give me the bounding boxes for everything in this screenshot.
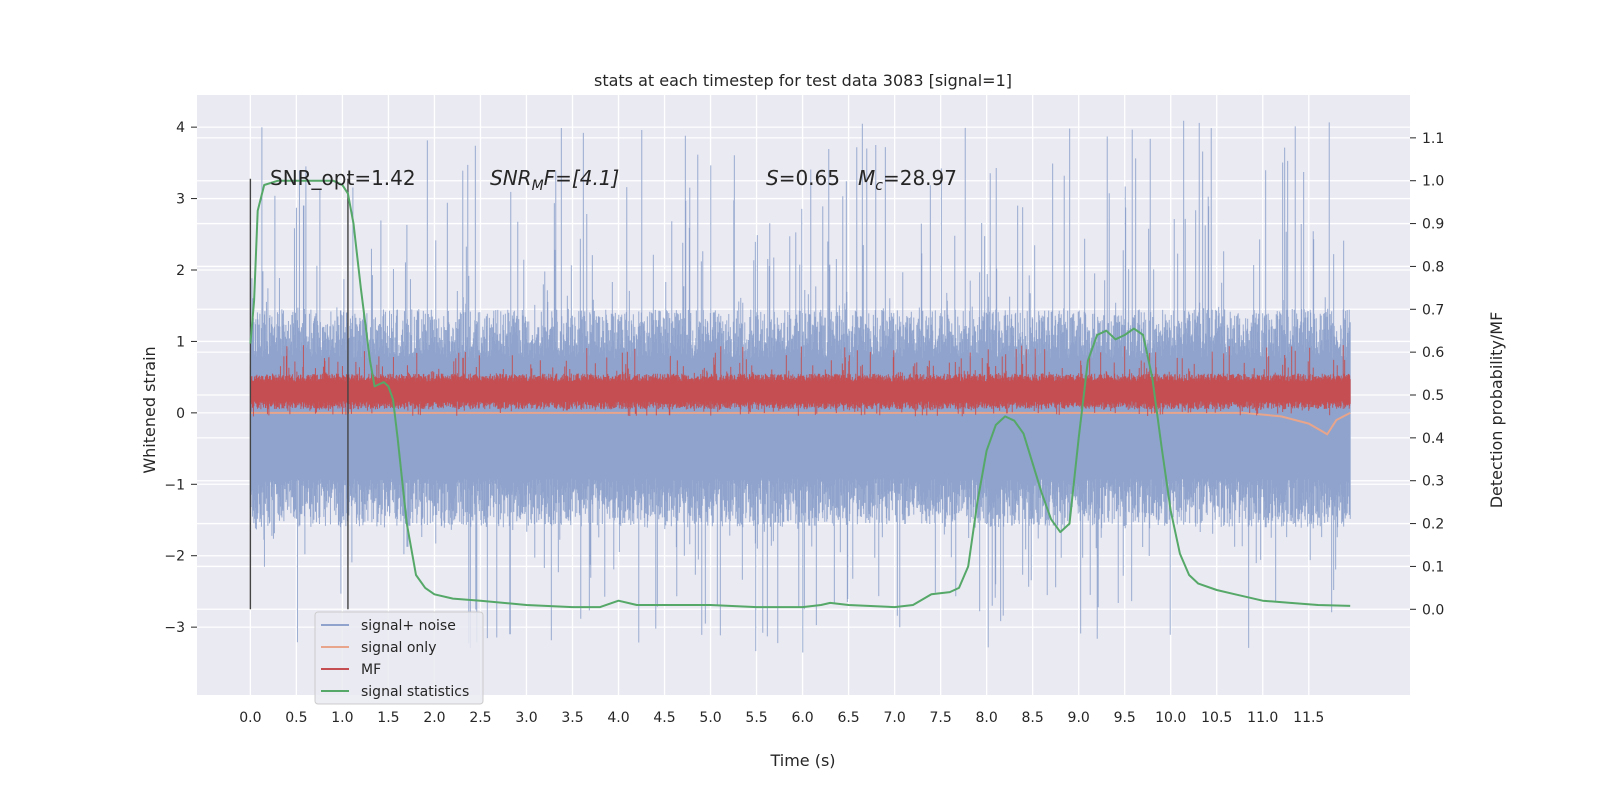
mc-annotation: Mc=28.97	[858, 166, 957, 194]
y-tick-label-right: 0.8	[1422, 259, 1444, 275]
y-tick-label-left: 1	[176, 334, 185, 350]
x-tick-label: 9.0	[1068, 710, 1090, 726]
x-tick-label: 6.0	[791, 710, 813, 726]
mc-name: M	[858, 166, 875, 190]
y-tick-label-right: 0.9	[1422, 217, 1444, 233]
y-tick-label-left: 3	[176, 192, 185, 208]
x-tick-label: 0.0	[239, 710, 261, 726]
y-tick-label-left: 2	[176, 263, 185, 279]
x-tick-label: 3.0	[515, 710, 537, 726]
x-tick-label: 5.5	[745, 710, 767, 726]
signal-only-line	[250, 411, 1351, 436]
x-tick-label: 8.5	[1022, 710, 1044, 726]
x-tick-label: 11.5	[1293, 710, 1324, 726]
signal-statistics-line	[249, 179, 1351, 609]
x-tick-label: 10.5	[1201, 710, 1232, 726]
y-axis-label-right: Detection probability/MF	[1487, 312, 1506, 509]
x-tick-label: 3.5	[561, 710, 583, 726]
legend-label: signal+ noise	[361, 618, 456, 634]
y-tick-label-right: 0.5	[1422, 388, 1444, 404]
x-tick-label: 1.5	[377, 710, 399, 726]
y-tick-label-right: 0.2	[1422, 517, 1444, 533]
x-tick-label: 1.0	[331, 710, 353, 726]
x-tick-label: 11.0	[1247, 710, 1278, 726]
s-annotation: S=0.65	[766, 166, 840, 190]
x-axis-label: Time (s)	[769, 751, 835, 770]
x-tick-label: 10.0	[1155, 710, 1186, 726]
snr-mf-subscript: M	[532, 178, 544, 194]
legend-label: signal statistics	[361, 684, 469, 700]
y-axis-label-left: Whitened strain	[140, 346, 159, 473]
x-tick-label: 4.5	[653, 710, 675, 726]
y-tick-label-right: 0.7	[1422, 302, 1444, 318]
y-tick-label-right: 0.1	[1422, 559, 1444, 575]
chart-title: stats at each timestep for test data 308…	[594, 71, 1012, 90]
x-tick-label: 9.5	[1114, 710, 1136, 726]
snr-mf-name: SNR	[490, 166, 532, 190]
y-tick-label-left: −1	[164, 477, 185, 493]
y-tick-label-right: 0.0	[1422, 602, 1444, 618]
legend: signal+ noise signal only MF signal statist…	[314, 611, 484, 705]
x-tick-label: 4.0	[607, 710, 629, 726]
y-tick-label-left: −2	[164, 549, 185, 565]
y-tick-label-right: 0.4	[1422, 431, 1444, 447]
x-tick-label: 5.0	[699, 710, 721, 726]
y-tick-label-right: 0.6	[1422, 345, 1444, 361]
y-tick-label-left: 0	[176, 406, 185, 422]
x-tick-label: 7.5	[929, 710, 951, 726]
mc-value: =28.97	[883, 166, 957, 190]
legend-label: signal only	[361, 640, 436, 656]
y-tick-label-right: 0.3	[1422, 474, 1444, 490]
x-tick-label: 2.0	[423, 710, 445, 726]
y-tick-label-left: −3	[164, 620, 185, 636]
legend-label: MF	[361, 662, 381, 678]
y-tick-label-right: 1.1	[1422, 131, 1444, 147]
y-tick-label-left: 4	[176, 120, 185, 136]
snr-mf-annotation: SNRMF=[4.1]	[490, 166, 619, 194]
y-tick-label-right: 1.0	[1422, 174, 1444, 190]
x-tick-label: 8.0	[976, 710, 998, 726]
x-tick-label: 6.5	[837, 710, 859, 726]
snr-mf-value: F=[4.1]	[544, 166, 620, 190]
x-tick-label: 0.5	[285, 710, 307, 726]
snr-opt-annotation: SNR_opt=1.42	[270, 166, 416, 190]
legend-box	[314, 611, 484, 705]
s-value: =0.65	[779, 166, 840, 190]
mc-subscript: c	[875, 178, 883, 194]
x-tick-label: 7.0	[883, 710, 905, 726]
x-tick-label: 2.5	[469, 710, 491, 726]
s-name: S	[766, 166, 779, 190]
